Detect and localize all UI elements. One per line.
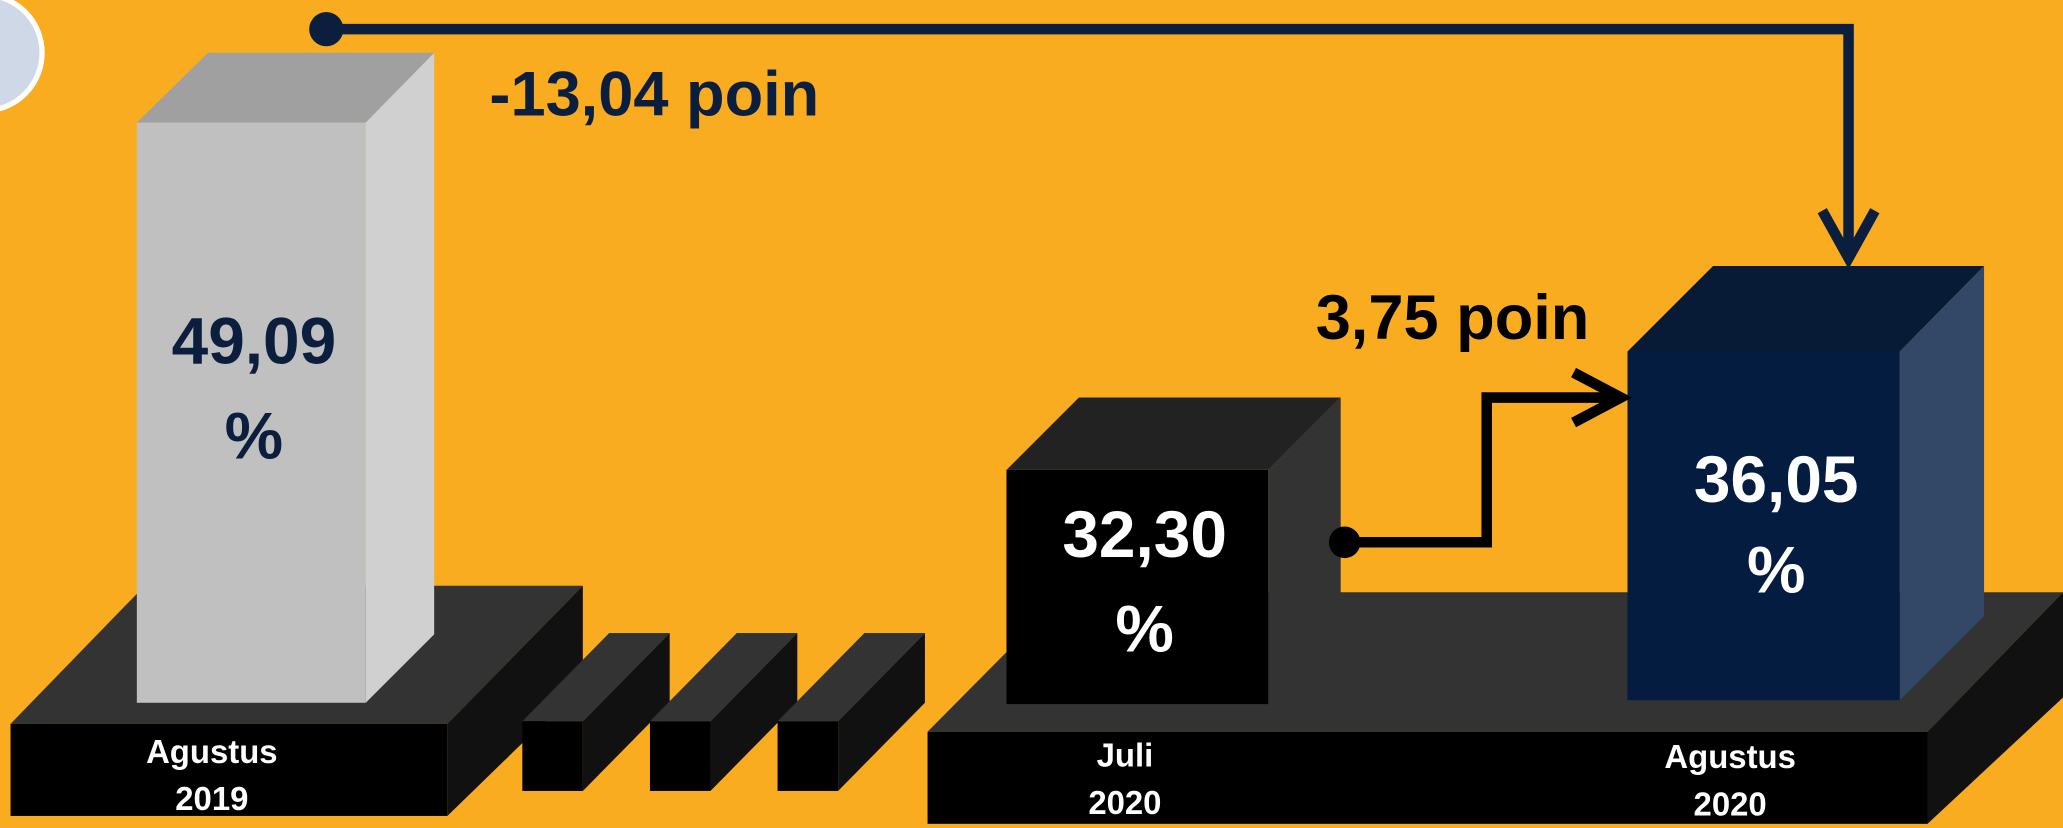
period-label: Juli xyxy=(1097,737,1154,774)
period-label: Agustus xyxy=(146,733,278,770)
steps xyxy=(522,633,925,791)
period-label: Agustus xyxy=(1664,738,1796,775)
unit-label: % xyxy=(1747,533,1805,607)
bar-juli-2020 xyxy=(1006,397,1341,705)
period-label: 2020 xyxy=(1694,785,1767,822)
arrow-yearly xyxy=(309,12,1880,269)
value-label: 36,05 xyxy=(1694,442,1859,516)
unit-label: % xyxy=(225,398,283,472)
value-label: 32,30 xyxy=(1062,497,1227,571)
value-label: 49,09 xyxy=(172,304,337,378)
bar-agustus-2020 xyxy=(1627,265,1985,701)
bar-agustus-2019 xyxy=(136,52,435,703)
period-label: 2020 xyxy=(1088,784,1161,821)
arrow-monthly xyxy=(1328,367,1633,559)
logo xyxy=(0,0,45,112)
period-label: 2019 xyxy=(175,780,248,817)
monthly-change: 3,75 poin xyxy=(1316,283,1590,353)
unit-label: % xyxy=(1115,592,1173,666)
yearly-change: -13,04 poin xyxy=(489,60,819,130)
